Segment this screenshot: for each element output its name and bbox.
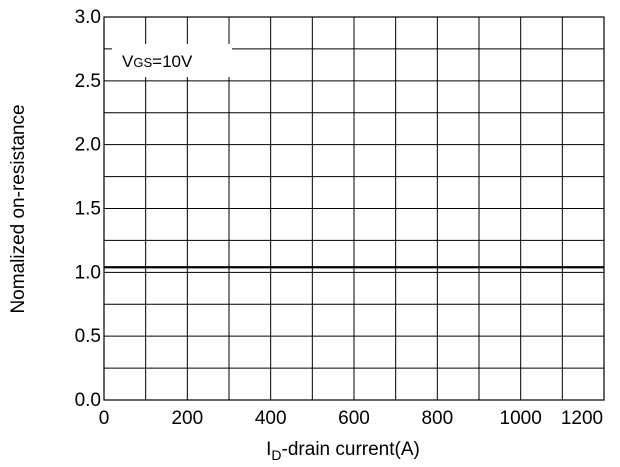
y-tick-label: 0.0 (75, 390, 101, 411)
y-tick-label: 2.0 (75, 135, 101, 156)
annotation-sub: GS (133, 55, 152, 70)
x-label-sub: D (271, 447, 281, 463)
x-label-main: I (266, 439, 271, 460)
x-label-rest: -drain current(A) (282, 439, 420, 460)
y-tick-label: 1.5 (75, 199, 101, 220)
vgs-annotation: VGS=10V (122, 52, 193, 71)
y-tick-labels: 0.0 0.5 1.0 1.5 2.0 2.5 3.0 (75, 7, 101, 411)
y-tick-label: 3.0 (75, 7, 101, 28)
x-tick-label: 400 (255, 408, 287, 429)
x-tick-label: 1000 (500, 408, 542, 429)
y-tick-label: 0.5 (75, 326, 101, 347)
x-axis-label: ID-drain current(A) (266, 439, 420, 463)
y-axis-label: Nomalized on-resistance (8, 104, 29, 313)
x-tick-label: 0 (99, 408, 110, 429)
x-tick-label: 200 (171, 408, 203, 429)
annotation-background (112, 44, 232, 77)
y-tick-label: 2.5 (75, 71, 101, 92)
annotation-main: V (122, 52, 134, 71)
plot-frame (103, 16, 605, 401)
y-tick-label: 1.0 (75, 262, 101, 283)
x-tick-labels: 0 200 400 600 800 1000 1200 (99, 408, 603, 429)
x-tick-label: 1200 (561, 408, 603, 429)
annotation-rest: =10V (152, 52, 193, 71)
x-tick-label: 600 (338, 408, 370, 429)
grid (104, 17, 604, 400)
x-tick-label: 800 (421, 408, 453, 429)
